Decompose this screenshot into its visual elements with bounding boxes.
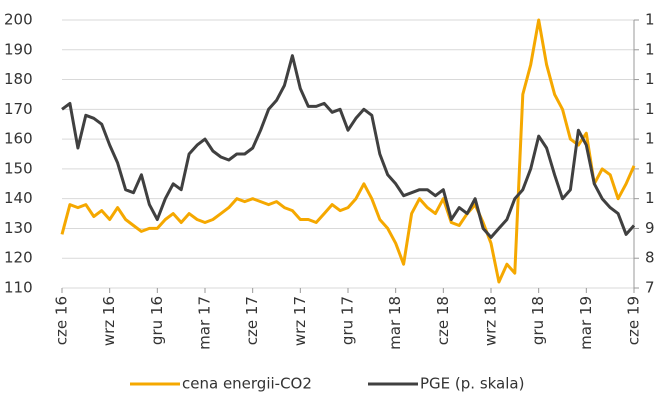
x-tick-label: wrz 18 bbox=[482, 296, 500, 346]
y-tick-label: 180 bbox=[4, 70, 33, 88]
x-tick-label: mar 18 bbox=[386, 296, 404, 350]
x-tick-label: gru 18 bbox=[529, 296, 547, 345]
y-tick-label: 140 bbox=[4, 189, 33, 207]
y2-tick-label: 120 bbox=[645, 130, 661, 148]
y2-tick-label: 130 bbox=[645, 100, 661, 118]
x-tick-label: cze 17 bbox=[243, 296, 261, 345]
x-tick-label: wrz 16 bbox=[100, 296, 118, 346]
series-line bbox=[60, 18, 636, 284]
y2-tick-label: 160 bbox=[645, 11, 661, 29]
x-tick-label: cze 18 bbox=[434, 296, 452, 345]
y-tick-label: 150 bbox=[4, 159, 33, 177]
series-line bbox=[61, 54, 636, 239]
legend-label: cena energii-CO2 bbox=[182, 375, 312, 393]
y-tick-label: 160 bbox=[4, 130, 33, 148]
x-tick-label: gru 17 bbox=[339, 296, 357, 345]
y-tick-label: 170 bbox=[4, 100, 33, 118]
x-tick-label: cze 19 bbox=[625, 296, 643, 345]
y-tick-label: 130 bbox=[4, 219, 33, 237]
y-tick-label: 110 bbox=[4, 279, 33, 297]
x-tick-label: mar 19 bbox=[577, 296, 595, 350]
y2-tick-label: 110 bbox=[645, 159, 661, 177]
x-tick-label: cze 16 bbox=[53, 296, 71, 345]
x-tick-label: gru 16 bbox=[148, 296, 166, 345]
x-tick-label: mar 17 bbox=[196, 296, 214, 350]
right-axis-labels: 70 80 90 100 110 120 130 140 150 160 bbox=[645, 11, 661, 297]
y-tick-label: 120 bbox=[4, 249, 33, 267]
y2-tick-label: 140 bbox=[645, 70, 661, 88]
y2-tick-label: 150 bbox=[645, 40, 661, 58]
y2-tick-label: 80 bbox=[645, 249, 661, 267]
y2-tick-label: 100 bbox=[645, 189, 661, 207]
y-tick-label: 190 bbox=[4, 40, 33, 58]
x-tick-label: wrz 17 bbox=[291, 296, 309, 346]
legend-label: PGE (p. skala) bbox=[420, 375, 524, 393]
y2-tick-label: 90 bbox=[645, 219, 661, 237]
y-tick-label: 200 bbox=[4, 11, 33, 29]
y2-tick-label: 70 bbox=[645, 279, 661, 297]
